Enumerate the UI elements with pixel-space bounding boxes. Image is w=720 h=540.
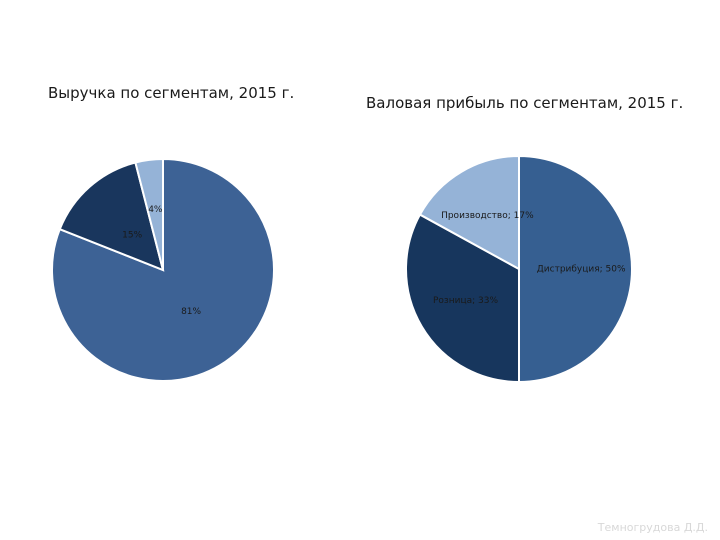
revenue-slice-2 [134,157,164,271]
author-footer: Темногрудова Д.Д. [597,521,708,534]
profit-label-1: Розница; 33% [433,296,498,306]
revenue-label-0: 81% [181,307,201,317]
profit-slice-2 [418,154,520,271]
profit-label-0: Дистрибуция; 50% [537,265,626,275]
revenue-chart-title: Выручка по сегментам, 2015 г. [48,84,295,102]
profit-label-2: Производство; 17% [441,211,534,221]
profit-slice-0 [518,154,633,384]
profit-slice-1 [405,213,520,384]
revenue-label-1: 15% [122,231,142,241]
revenue-slice-1 [58,161,165,272]
profit-chart-title: Валовая прибыль по сегментам, 2015 г. [366,94,684,112]
revenue-label-2: 4% [148,205,163,215]
